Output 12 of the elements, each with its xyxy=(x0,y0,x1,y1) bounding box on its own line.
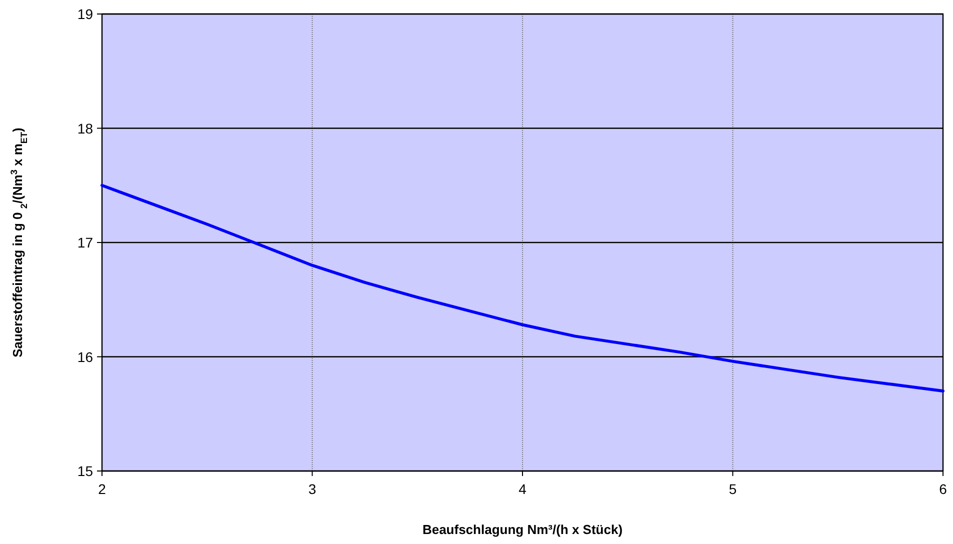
x-tick-label: 6 xyxy=(939,481,948,497)
line-series xyxy=(100,184,944,393)
x-tick-label: 5 xyxy=(728,481,737,497)
y-tick-label: 19 xyxy=(77,6,94,22)
x-axis-title: Beaufschlagung Nm³/(h x Stück) xyxy=(422,522,623,537)
y-tick-label: 17 xyxy=(77,234,94,250)
x-tick-label: 4 xyxy=(518,481,527,497)
x-tick-label: 2 xyxy=(98,481,106,497)
y-tick-label: 18 xyxy=(77,120,94,136)
y-tick-label: 16 xyxy=(77,348,94,365)
y-tick-label: 15 xyxy=(77,463,94,479)
x-tick-label: 3 xyxy=(308,481,316,497)
